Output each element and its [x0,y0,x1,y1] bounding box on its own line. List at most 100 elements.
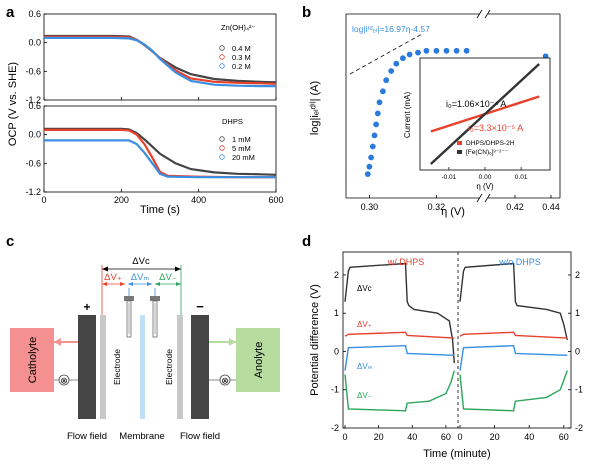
tafel-fit-label: log|iʳᵈₑₗ|=16.97η-4.57 [352,24,430,34]
d-label-Vn: ΔV₋ [357,391,372,400]
b-data-point [406,51,413,58]
a-ytick-label: -0.6 [25,66,41,76]
d-series-right [459,331,568,339]
d-label-Vc: ΔVᴄ [357,284,372,293]
dVc-arrow-head-right [175,266,181,272]
d-label-Vm: ΔVₘ [357,362,373,371]
b-data-point [393,60,400,67]
b-data-point [369,143,376,150]
pump-icon-right [219,374,231,386]
a-ytick-label: -0.6 [25,158,41,168]
d-series-right [459,344,568,371]
pump-icon-left [58,374,70,386]
d-series-right [459,370,568,412]
b-data-point [383,77,390,84]
d-frame [342,251,572,429]
b-data-point [415,49,421,56]
legend-marker-0p2 [219,63,225,69]
d-xtick-label: 60 [441,432,451,442]
d-xtick-label: 60 [559,432,569,442]
axis-break-marks [476,9,491,203]
dVplus-label: ΔV₊ [104,272,122,283]
panel-label-b: b [302,4,311,21]
d-title-without: w/o DHPS [498,257,541,267]
d-xtick-label: 40 [407,432,417,442]
d-ytick-label-right: -1 [575,385,583,395]
a-legend-20mm: 20 mM [232,153,255,162]
d-series-left [344,262,455,364]
d-ytick-label-right: 1 [575,308,580,318]
anolyte-label: Anolyte [253,342,265,379]
d-ytick-label-right: 2 [575,270,580,280]
electrode-right [177,315,183,419]
b-xtick-label: 0.32 [428,202,446,212]
b-data-point [366,163,373,170]
dVm-label: ΔVₘ [131,272,150,283]
svg-text:⊗: ⊗ [60,376,68,386]
a-top-frame [43,13,277,101]
inset-xlabel: η (V) [476,182,494,191]
a-xtick-label: 0 [41,195,46,205]
legend-marker-20mm [219,154,225,160]
catholyte-tank [10,328,54,392]
b-data-point [443,47,450,54]
legend-marker-0p3 [219,54,225,60]
dVminus-label: ΔV₋ [159,272,177,283]
b-data-point [376,99,383,106]
flow-field-right-label: Flow field [180,431,220,442]
d-ytick-label: -1 [331,385,339,395]
a-top-legend-title: Zn(OH)₄²⁻ [221,23,256,32]
d-ytick-label: -2 [331,423,339,433]
b-xtick-label: 0.30 [361,202,379,212]
panel-label-c: c [6,233,14,250]
d-ylabel: Potential difference (V) [309,284,321,396]
inset-legend-fecn: [Fe(CN)₆]³⁻²⁻⁻ [466,149,509,156]
a-series-0.2M [44,36,276,88]
electrode-right-label: Electrode [164,349,174,385]
b-data-point [374,110,381,117]
panel-a-chart: 0.60.0-0.6-1.20.60.0-0.6-1.20 200 400 600 O… [7,9,284,216]
inset-legend-red-swatch [457,141,462,145]
anolyte-tank [236,328,280,392]
b-data-point [463,47,470,54]
a-ytick-label: 0.0 [28,130,41,140]
a-xtick-label: 600 [268,195,283,205]
a-bottom-legend-title: DHPS [222,117,243,126]
flow-field-left [78,315,96,419]
svg-text:⊗: ⊗ [221,376,229,386]
b-data-point [380,88,386,95]
b-xlabel: η (V) [441,206,465,218]
flow-field-left-label: Flow field [67,431,107,442]
b-data-point [433,47,440,54]
minus-terminal: − [196,299,204,314]
inset-xtick-label: 0.01 [515,174,528,181]
d-xlabel: Time (minute) [423,448,490,460]
a-ytick-label: -1.2 [25,187,41,197]
a-ytick-label: 0.6 [28,9,41,19]
panel-label-a: a [6,4,15,21]
b-data-point [364,171,371,178]
d-series-right [459,262,568,341]
b-xtick-label: 0.44 [542,202,560,212]
dVc-label: ΔVᴄ [132,256,150,267]
d-label-Vp: ΔV₊ [357,320,372,329]
d-ytick-label-right: -2 [575,423,583,433]
d-ytick-label: 2 [334,270,339,280]
catholyte-label: Catholyte [27,337,39,383]
a-legend-03: 0.3 M [232,53,251,62]
panel-label-d: d [302,233,311,250]
b-data-point [373,121,379,128]
d-ytick-label: 1 [334,308,339,318]
a-legend-5mm: 5 mM [232,144,251,153]
panel-d-chart: 2 21 10 0-1 -1-2 -20 20 40 60 0 20 40 60 w/ DHPS w/o… [309,251,583,460]
membrane [140,315,145,419]
inset-legend-dhps: DHPS/DHPS-2H [466,140,515,147]
plus-terminal: + [83,300,90,314]
b-inset: -0.01 0.00 0.01 i₀=1.06×10⁻⁴ A i₀=3.3×10⁻⁵… [403,57,551,191]
d-ytick-label: 0 [334,346,339,356]
legend-marker-0p4 [219,45,225,51]
b-data-point [388,68,395,74]
d-xtick-label: 20 [374,432,384,442]
a-series-20mM [44,139,276,179]
